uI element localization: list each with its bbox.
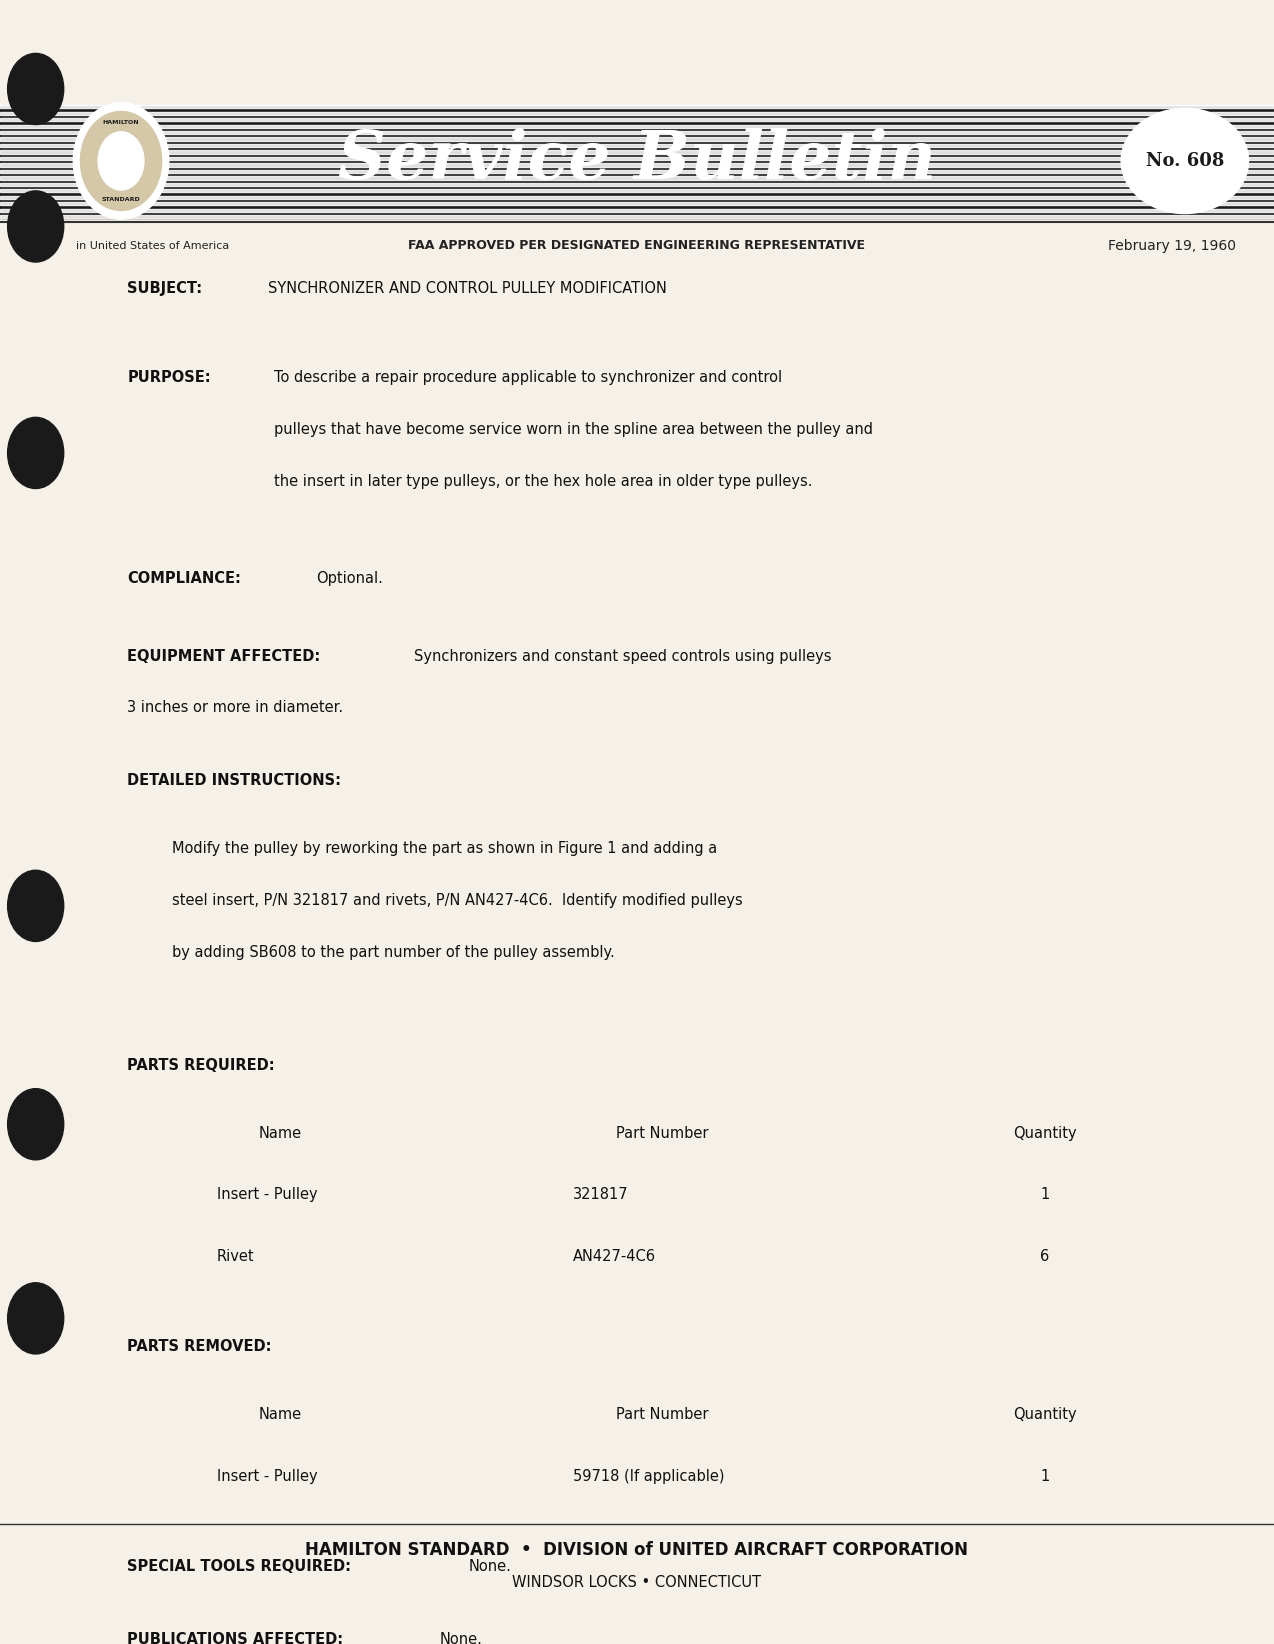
Circle shape [8, 418, 64, 488]
Text: Quantity: Quantity [1013, 1126, 1077, 1141]
Bar [0, 176, 1274, 179]
Text: SPECIAL TOOLS REQUIRED:: SPECIAL TOOLS REQUIRED: [127, 1560, 352, 1575]
Text: Part Number: Part Number [617, 1126, 708, 1141]
Text: Quantity: Quantity [1013, 1407, 1077, 1422]
Bar [0, 215, 1274, 219]
Text: Rivet: Rivet [217, 1249, 255, 1264]
Text: Service Bulletin: Service Bulletin [338, 128, 936, 194]
Text: Optional.: Optional. [316, 570, 382, 585]
Text: PARTS REMOVED:: PARTS REMOVED: [127, 1340, 271, 1355]
Circle shape [8, 191, 64, 261]
Text: Synchronizers and constant speed controls using pulleys: Synchronizers and constant speed control… [414, 649, 832, 664]
Bar [0, 105, 1274, 109]
Text: WINDSOR LOCKS • CONNECTICUT: WINDSOR LOCKS • CONNECTICUT [512, 1575, 762, 1590]
Text: HAMILTON: HAMILTON [103, 120, 139, 125]
Ellipse shape [1121, 109, 1249, 214]
Text: by adding SB608 to the part number of the pulley assembly.: by adding SB608 to the part number of th… [172, 945, 615, 960]
Bar [0, 151, 1274, 153]
Text: AN427-4C6: AN427-4C6 [573, 1249, 656, 1264]
Bar [0, 163, 1274, 166]
Bar [0, 105, 1274, 219]
Text: 6: 6 [1040, 1249, 1050, 1264]
Text: DETAILED INSTRUCTIONS:: DETAILED INSTRUCTIONS: [127, 773, 341, 787]
Text: SUBJECT:: SUBJECT: [127, 281, 203, 296]
Text: None.: None. [469, 1560, 512, 1575]
Bar [0, 182, 1274, 186]
Circle shape [8, 1282, 64, 1355]
Text: Insert - Pulley: Insert - Pulley [217, 1468, 317, 1485]
Text: HAMILTON STANDARD  •  DIVISION of UNITED AIRCRAFT CORPORATION: HAMILTON STANDARD • DIVISION of UNITED A… [306, 1540, 968, 1559]
Text: 1: 1 [1040, 1187, 1050, 1202]
Text: Part Number: Part Number [617, 1407, 708, 1422]
Text: COMPLIANCE:: COMPLIANCE: [127, 570, 241, 585]
Circle shape [8, 870, 64, 942]
Text: in United States of America: in United States of America [76, 242, 229, 252]
Ellipse shape [73, 102, 168, 219]
Bar [0, 189, 1274, 192]
Bar [0, 0, 1274, 105]
Bar [0, 118, 1274, 122]
Text: SYNCHRONIZER AND CONTROL PULLEY MODIFICATION: SYNCHRONIZER AND CONTROL PULLEY MODIFICA… [268, 281, 666, 296]
Bar [0, 132, 1274, 135]
Bar [0, 209, 1274, 212]
Text: EQUIPMENT AFFECTED:: EQUIPMENT AFFECTED: [127, 649, 321, 664]
Bar [0, 145, 1274, 148]
Text: PUBLICATIONS AFFECTED:: PUBLICATIONS AFFECTED: [127, 1632, 344, 1644]
Text: PARTS REQUIRED:: PARTS REQUIRED: [127, 1059, 275, 1074]
Text: 1: 1 [1040, 1468, 1050, 1485]
Text: 3 inches or more in diameter.: 3 inches or more in diameter. [127, 700, 344, 715]
Text: pulleys that have become service worn in the spline area between the pulley and: pulleys that have become service worn in… [274, 423, 873, 437]
Text: 321817: 321817 [573, 1187, 629, 1202]
Text: To describe a repair procedure applicable to synchronizer and control: To describe a repair procedure applicabl… [274, 370, 782, 385]
Text: Insert - Pulley: Insert - Pulley [217, 1187, 317, 1202]
Bar [0, 125, 1274, 128]
Text: February 19, 1960: February 19, 1960 [1108, 238, 1236, 253]
Text: steel insert, P/N 321817 and rivets, P/N AN427-4C6.  Identify modified pulleys: steel insert, P/N 321817 and rivets, P/N… [172, 893, 743, 907]
Text: Name: Name [259, 1126, 302, 1141]
Text: No. 608: No. 608 [1145, 151, 1224, 169]
Bar [0, 138, 1274, 141]
Text: None.: None. [440, 1632, 483, 1644]
Bar [0, 112, 1274, 115]
Bar [0, 156, 1274, 159]
Circle shape [98, 132, 144, 191]
Circle shape [8, 1088, 64, 1159]
Ellipse shape [80, 112, 162, 210]
Text: STANDARD: STANDARD [102, 197, 140, 202]
Text: Modify the pulley by reworking the part as shown in Figure 1 and adding a: Modify the pulley by reworking the part … [172, 842, 717, 857]
Bar [0, 196, 1274, 199]
Bar [0, 202, 1274, 206]
Text: Name: Name [259, 1407, 302, 1422]
Text: 59718 (If applicable): 59718 (If applicable) [573, 1468, 725, 1485]
Text: the insert in later type pulleys, or the hex hole area in older type pulleys.: the insert in later type pulleys, or the… [274, 473, 813, 488]
Text: FAA APPROVED PER DESIGNATED ENGINEERING REPRESENTATIVE: FAA APPROVED PER DESIGNATED ENGINEERING … [409, 240, 865, 253]
Bar [0, 169, 1274, 173]
Circle shape [8, 53, 64, 125]
Text: PURPOSE:: PURPOSE: [127, 370, 211, 385]
